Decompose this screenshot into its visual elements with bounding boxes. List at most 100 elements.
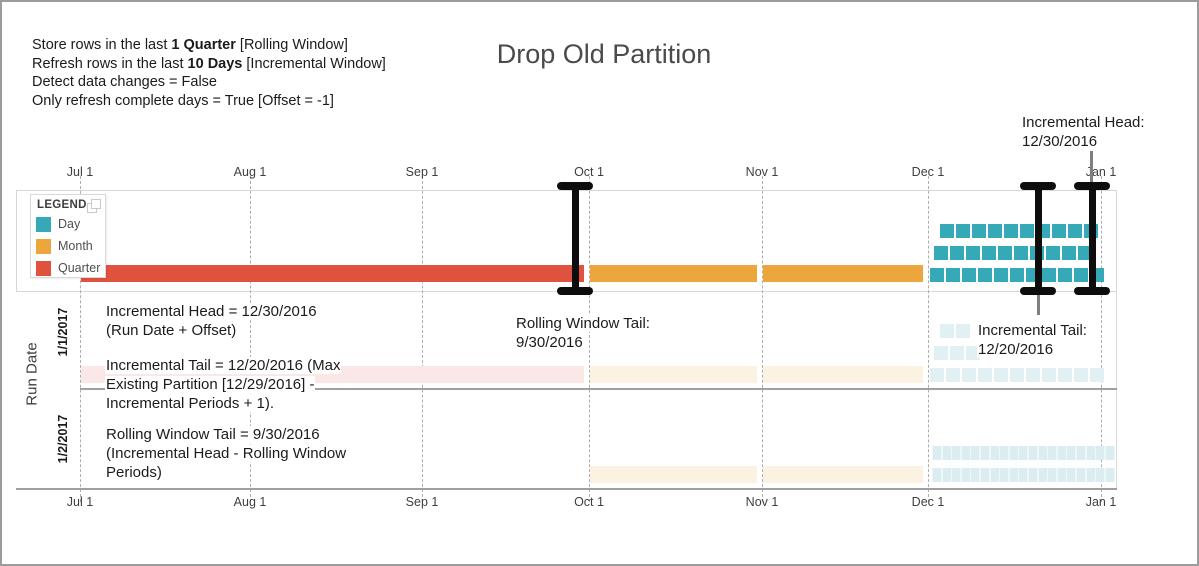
legend-box: LEGEND Day Month Quarter [30, 194, 106, 278]
ibeam-stem [1034, 185, 1042, 292]
config-line: Only refresh complete days = True [Offse… [32, 92, 334, 109]
day-partition-square [934, 246, 948, 260]
day-partition-square-faded [946, 368, 960, 382]
annotation-line: Existing Partition [12/29/2016] - [105, 376, 316, 393]
rolling-window-tail-callout: Rolling Window Tail: 9/30/2016 [515, 314, 651, 352]
run-date-axis-title: Run Date [23, 342, 41, 406]
day-partition-square-faded [971, 446, 980, 460]
annotation-line: Incremental Periods + 1). [105, 395, 275, 412]
day-partition-square-faded [1067, 468, 1076, 482]
month-partition-bar-faded [590, 466, 757, 483]
month-gridline [761, 176, 763, 502]
axis-tick-label-top: Jul 1 [66, 165, 94, 179]
incremental-tail-leader-line [1037, 294, 1040, 315]
axis-tick-label-bottom: Nov 1 [745, 495, 779, 509]
day-partition-square-faded [1058, 368, 1072, 382]
day-partition-square-faded [1010, 368, 1024, 382]
month-partition-bar [590, 265, 757, 282]
axis-tick-label-bottom: Dec 1 [911, 495, 945, 509]
day-partition-square [1052, 224, 1066, 238]
day-partition-square-faded [1038, 446, 1047, 460]
day-partition-square-faded [1086, 446, 1095, 460]
day-partition-square-faded [990, 446, 999, 460]
copy-pages-icon [87, 199, 101, 213]
month-partition-bar-faded [763, 366, 923, 383]
legend-item-label: Month [58, 239, 93, 253]
day-partition-square-faded [1000, 468, 1009, 482]
month-gridline [249, 176, 251, 502]
annotation-line: (Run Date + Offset) [105, 322, 238, 339]
incremental-tail-callout: Incremental Tail: 12/20/2016 [977, 321, 1088, 359]
day-partition-square [1010, 268, 1024, 282]
day-partition-square [940, 224, 954, 238]
incremental-head-callout: Incremental Head: 12/30/2016 [1022, 113, 1145, 151]
day-partition-square-faded [933, 446, 941, 460]
day-partition-square [988, 224, 1002, 238]
incremental-tail-marker [1020, 182, 1056, 295]
annotation-line: Periods) [105, 464, 163, 481]
ibeam-bottom-cap [1020, 287, 1056, 295]
annotation-line: 9/30/2016 [515, 334, 584, 351]
day-partition-square [1058, 268, 1072, 282]
day-partition-square-faded [1048, 468, 1057, 482]
quarter-partition-bar [81, 265, 584, 282]
incremental-head-leader-line [1090, 151, 1093, 183]
day-partition-square-faded [990, 468, 999, 482]
legend-swatch [36, 216, 51, 232]
annotation-line: (Incremental Head - Rolling Window [105, 445, 348, 462]
day-partition-square-faded [1096, 446, 1105, 460]
day-partition-square [1074, 268, 1088, 282]
annotation-line: Rolling Window Tail = 9/30/2016 [105, 426, 321, 443]
day-partition-square-faded [1074, 368, 1088, 382]
legend-item-label: Quarter [58, 261, 101, 275]
run-date-label-1: 1/1/2017 [56, 307, 70, 357]
month-gridline [588, 176, 590, 502]
day-partition-square-faded [981, 446, 989, 460]
day-partition-square [1042, 268, 1056, 282]
annotation-line: Incremental Head = 12/30/2016 [105, 303, 318, 320]
day-partition-square [998, 246, 1012, 260]
day-partition-square-faded [930, 368, 944, 382]
ibeam-bottom-cap [557, 287, 593, 295]
month-gridline [79, 176, 81, 502]
day-partition-square [930, 268, 944, 282]
ibeam-bottom-cap [1074, 287, 1110, 295]
axis-tick-label-bottom: Jul 1 [66, 495, 94, 509]
month-gridline [421, 176, 423, 502]
day-partition-square-faded [1000, 446, 1009, 460]
day-partition-square [1046, 246, 1060, 260]
day-partition-square-faded [1009, 468, 1018, 482]
day-partition-square-faded [978, 368, 992, 382]
day-partition-square-faded [933, 468, 941, 482]
day-partition-square [1014, 246, 1028, 260]
day-partition-square [1068, 224, 1082, 238]
config-line: Refresh rows in the last 10 Days [Increm… [32, 55, 386, 72]
day-partition-square-faded [1019, 468, 1028, 482]
page-title: Drop Old Partition [496, 39, 712, 69]
legend-item-month: Month [36, 238, 93, 254]
day-partition-square-faded [1019, 446, 1028, 460]
day-partition-square [1062, 246, 1076, 260]
ibeam-stem [571, 185, 579, 292]
config-text-block: Store rows in the last 1 Quarter [Rollin… [32, 36, 386, 110]
day-partition-square-faded [1029, 468, 1037, 482]
legend-swatch [36, 238, 51, 254]
day-partition-square-faded [961, 468, 970, 482]
day-partition-square [978, 268, 992, 282]
day-partition-square [1004, 224, 1018, 238]
incremental-tail-note: Incremental Tail = 12/20/2016 (Max Exist… [105, 356, 342, 413]
annotation-line: Rolling Window Tail: [515, 315, 651, 332]
callout-line: Incremental Head: [1022, 114, 1145, 131]
day-partition-square-faded [1105, 446, 1114, 460]
day-partition-square-faded [981, 468, 989, 482]
day-partition-square-faded [1086, 468, 1095, 482]
config-line: Detect data changes = False [32, 74, 217, 90]
day-partition-square-faded [942, 446, 951, 460]
axis-tick-label-top: Nov 1 [745, 165, 779, 179]
day-partition-square-faded [952, 446, 961, 460]
day-partition-square [956, 224, 970, 238]
legend-title: LEGEND [37, 199, 87, 211]
day-partition-square-faded [1077, 446, 1085, 460]
day-partition-square-faded [1067, 446, 1076, 460]
